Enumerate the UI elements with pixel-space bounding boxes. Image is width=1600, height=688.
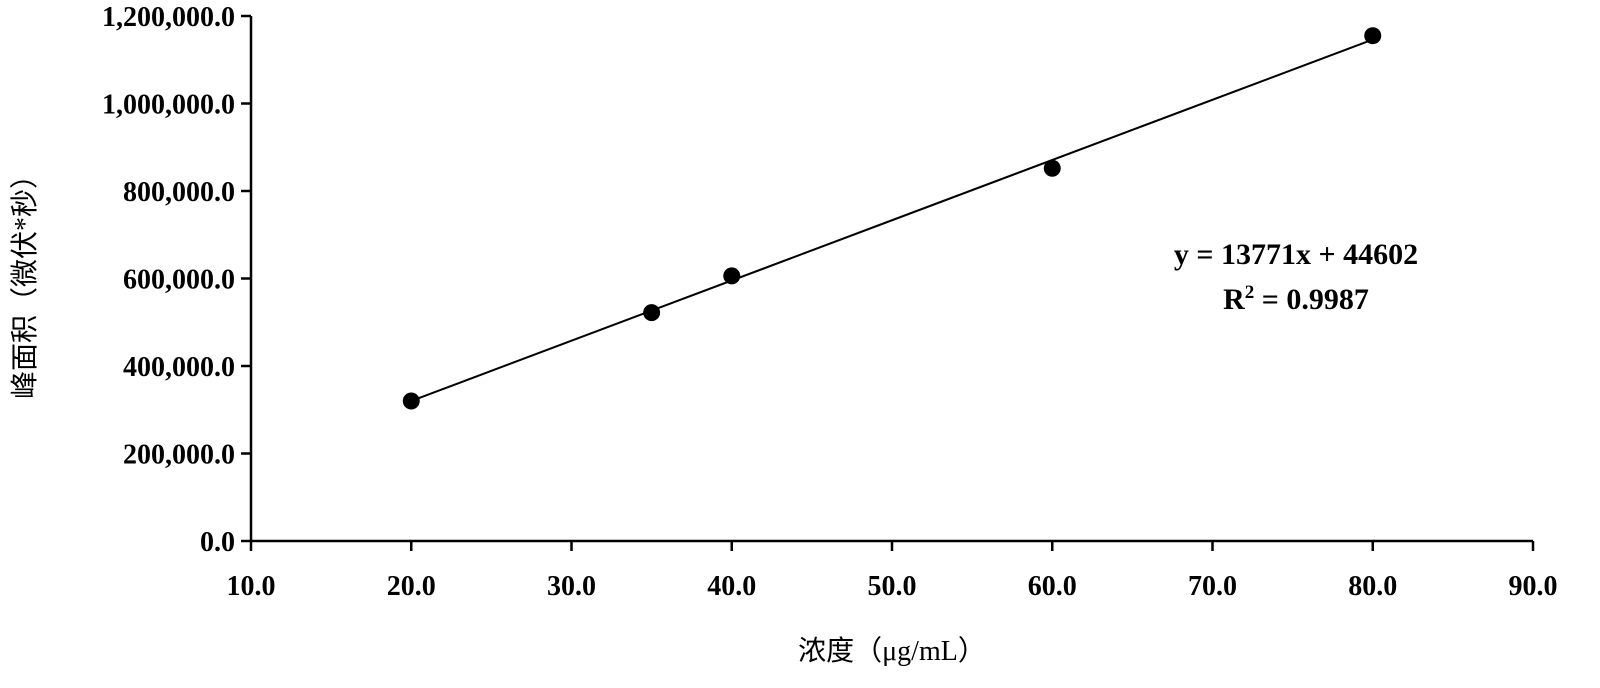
trendline: [410, 38, 1374, 402]
data-point: [1043, 159, 1061, 177]
y-tick-label: 200,000.0: [123, 440, 235, 471]
x-axis-title: 浓度（μg/mL）: [798, 635, 986, 667]
y-tick-label: 400,000.0: [123, 352, 235, 383]
data-point: [402, 392, 420, 410]
y-axis-title: 峰面积（微伏*秒）: [9, 161, 41, 399]
x-tick-label: 40.0: [707, 571, 756, 602]
regression-equation: y = 13771x + 44602: [1174, 238, 1418, 271]
x-tick-label: 20.0: [387, 571, 436, 602]
x-tick-label: 80.0: [1348, 571, 1397, 602]
r-squared-exponent: 2: [1245, 282, 1255, 303]
r-squared-value: = 0.9987: [1254, 283, 1369, 316]
y-tick-label: 1,200,000.0: [102, 2, 235, 33]
y-tick-label: 1,000,000.0: [102, 90, 235, 121]
x-tick-label: 90.0: [1509, 571, 1558, 602]
y-tick-label: 0.0: [200, 527, 235, 558]
data-points: [402, 27, 1382, 410]
y-tick-label: 800,000.0: [123, 177, 235, 208]
axes: 10.0 20.0 30.0 40.0 50.0 60.0 70.0 80.0 90.0 0.0 2…: [102, 2, 1558, 602]
trendline-layer: [410, 38, 1374, 402]
r-squared-prefix: R: [1223, 283, 1245, 316]
x-tick-label: 60.0: [1028, 571, 1077, 602]
x-tick-label: 70.0: [1188, 571, 1237, 602]
y-tick-label: 600,000.0: [123, 265, 235, 296]
data-point: [723, 267, 741, 285]
data-point: [643, 304, 661, 322]
r-squared-label: R2 = 0.9987: [1223, 282, 1369, 316]
x-tick-label: 50.0: [868, 571, 917, 602]
x-tick-label: 30.0: [547, 571, 596, 602]
data-point: [1364, 27, 1382, 45]
x-tick-label: 10.0: [227, 571, 276, 602]
